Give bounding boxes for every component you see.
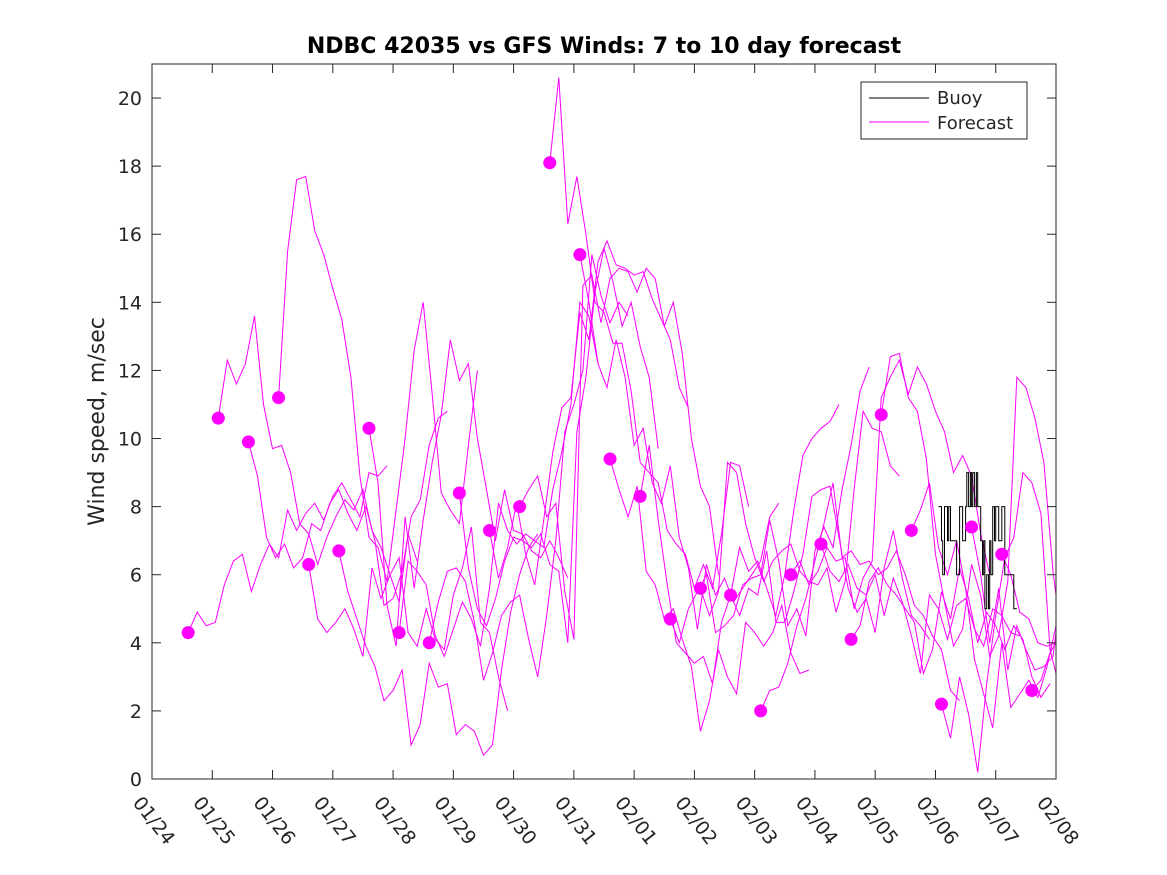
x-tick-label: 02/08 <box>1032 793 1083 850</box>
forecast-start-marker <box>302 558 316 571</box>
axes-box <box>151 63 1057 780</box>
marker-layer <box>181 156 1039 718</box>
y-tick-label: 12 <box>118 360 142 382</box>
forecast-start-marker <box>241 435 255 449</box>
x-tick-label: 02/02 <box>670 793 721 850</box>
x-tick-label: 01/24 <box>128 793 179 850</box>
y-axis-label: Wind speed, m/sec <box>85 317 110 526</box>
forecast-series-line <box>519 267 719 640</box>
forecast-series-line <box>458 247 659 643</box>
forecast-series-line <box>247 410 448 607</box>
forecast-start-marker <box>543 156 557 170</box>
series-layer <box>187 77 1056 773</box>
forecast-start-marker <box>603 452 617 466</box>
y-tick-label: 10 <box>118 429 142 451</box>
forecast-start-marker <box>724 588 738 602</box>
y-tick-label: 8 <box>130 497 142 519</box>
forecast-start-marker <box>362 421 376 435</box>
chart-title: NDBC 42035 vs GFS Winds: 7 to 10 day for… <box>307 34 902 59</box>
x-tick-label: 01/28 <box>369 793 420 850</box>
y-tick-label: 18 <box>118 156 142 178</box>
forecast-start-marker <box>754 704 768 718</box>
buoy-series-line <box>938 472 1017 610</box>
forecast-start-marker <box>663 612 677 626</box>
x-tick-label: 01/25 <box>188 793 239 850</box>
forecast-start-marker <box>452 486 466 500</box>
forecast-start-marker <box>272 391 286 405</box>
forecast-series-line <box>609 458 810 732</box>
x-tick-label: 01/29 <box>429 793 480 850</box>
forecast-start-marker <box>422 636 436 650</box>
forecast-series-line <box>308 526 509 712</box>
forecast-series-line <box>790 358 991 609</box>
forecast-series-line <box>368 339 569 647</box>
forecast-series-line <box>941 471 1056 773</box>
legend: Buoy Forecast <box>860 81 1028 140</box>
x-tick-label: 01/26 <box>249 793 300 850</box>
forecast-series-line <box>880 352 1056 659</box>
forecast-series-line <box>549 77 750 591</box>
forecast-series-line <box>579 254 780 630</box>
forecast-start-marker <box>332 544 346 558</box>
forecast-series-line <box>338 533 539 757</box>
forecast-start-marker <box>1025 683 1039 697</box>
x-tick-label: 02/06 <box>912 793 963 850</box>
x-tick-label: 02/05 <box>851 793 902 850</box>
forecast-start-marker <box>874 408 888 422</box>
y-tick-label: 20 <box>118 88 142 110</box>
forecast-series-line <box>760 482 960 712</box>
legend-buoy-label: Buoy <box>937 88 983 109</box>
forecast-start-marker <box>693 581 707 595</box>
forecast-series-line <box>1001 554 1056 647</box>
forecast-series-line <box>217 315 418 603</box>
forecast-series-line <box>428 254 629 681</box>
forecast-start-marker <box>633 489 647 503</box>
y-tick-label: 6 <box>130 565 142 587</box>
forecast-series-line <box>730 485 930 640</box>
x-tick-label: 02/07 <box>972 793 1023 850</box>
forecast-start-marker <box>934 697 948 711</box>
forecast-start-marker <box>181 626 195 640</box>
forecast-series-line <box>669 366 870 645</box>
plot-area <box>181 77 1056 773</box>
forecast-series-line <box>398 300 599 658</box>
y-tick-label: 4 <box>130 633 142 655</box>
y-tick-label: 16 <box>118 224 142 246</box>
forecast-series-line <box>1031 642 1056 691</box>
forecast-start-marker <box>814 537 828 551</box>
forecast-start-marker <box>513 500 527 514</box>
forecast-start-marker <box>573 248 587 262</box>
forecast-start-marker <box>211 411 225 425</box>
x-tick-label: 01/31 <box>550 793 601 850</box>
legend-forecast-label: Forecast <box>937 113 1013 134</box>
forecast-start-marker <box>784 568 798 582</box>
forecast-series-line <box>278 175 478 582</box>
forecast-start-marker <box>904 523 918 537</box>
y-tick-label: 2 <box>130 701 142 723</box>
y-axis-ticks: 0 2 4 6 8 10 12 14 16 18 20 <box>118 88 1056 791</box>
forecast-series-line <box>489 239 689 586</box>
y-tick-label: 14 <box>118 292 142 314</box>
forecast-start-marker <box>392 626 406 640</box>
forecast-series-line <box>639 404 840 684</box>
forecast-start-marker <box>482 523 496 537</box>
x-tick-label: 02/04 <box>791 793 842 850</box>
x-tick-label: 01/30 <box>490 793 541 850</box>
x-tick-label: 01/27 <box>309 793 360 850</box>
forecast-start-marker <box>995 547 1009 561</box>
forecast-series-line <box>850 566 1051 699</box>
legend-box <box>860 81 1028 140</box>
forecast-series-line <box>699 409 900 618</box>
y-tick-label: 0 <box>130 769 142 791</box>
forecast-series-line <box>187 465 388 633</box>
forecast-start-marker <box>844 632 858 646</box>
forecast-start-marker <box>965 520 979 534</box>
x-tick-label: 02/03 <box>731 793 782 850</box>
x-tick-label: 02/01 <box>610 793 661 850</box>
